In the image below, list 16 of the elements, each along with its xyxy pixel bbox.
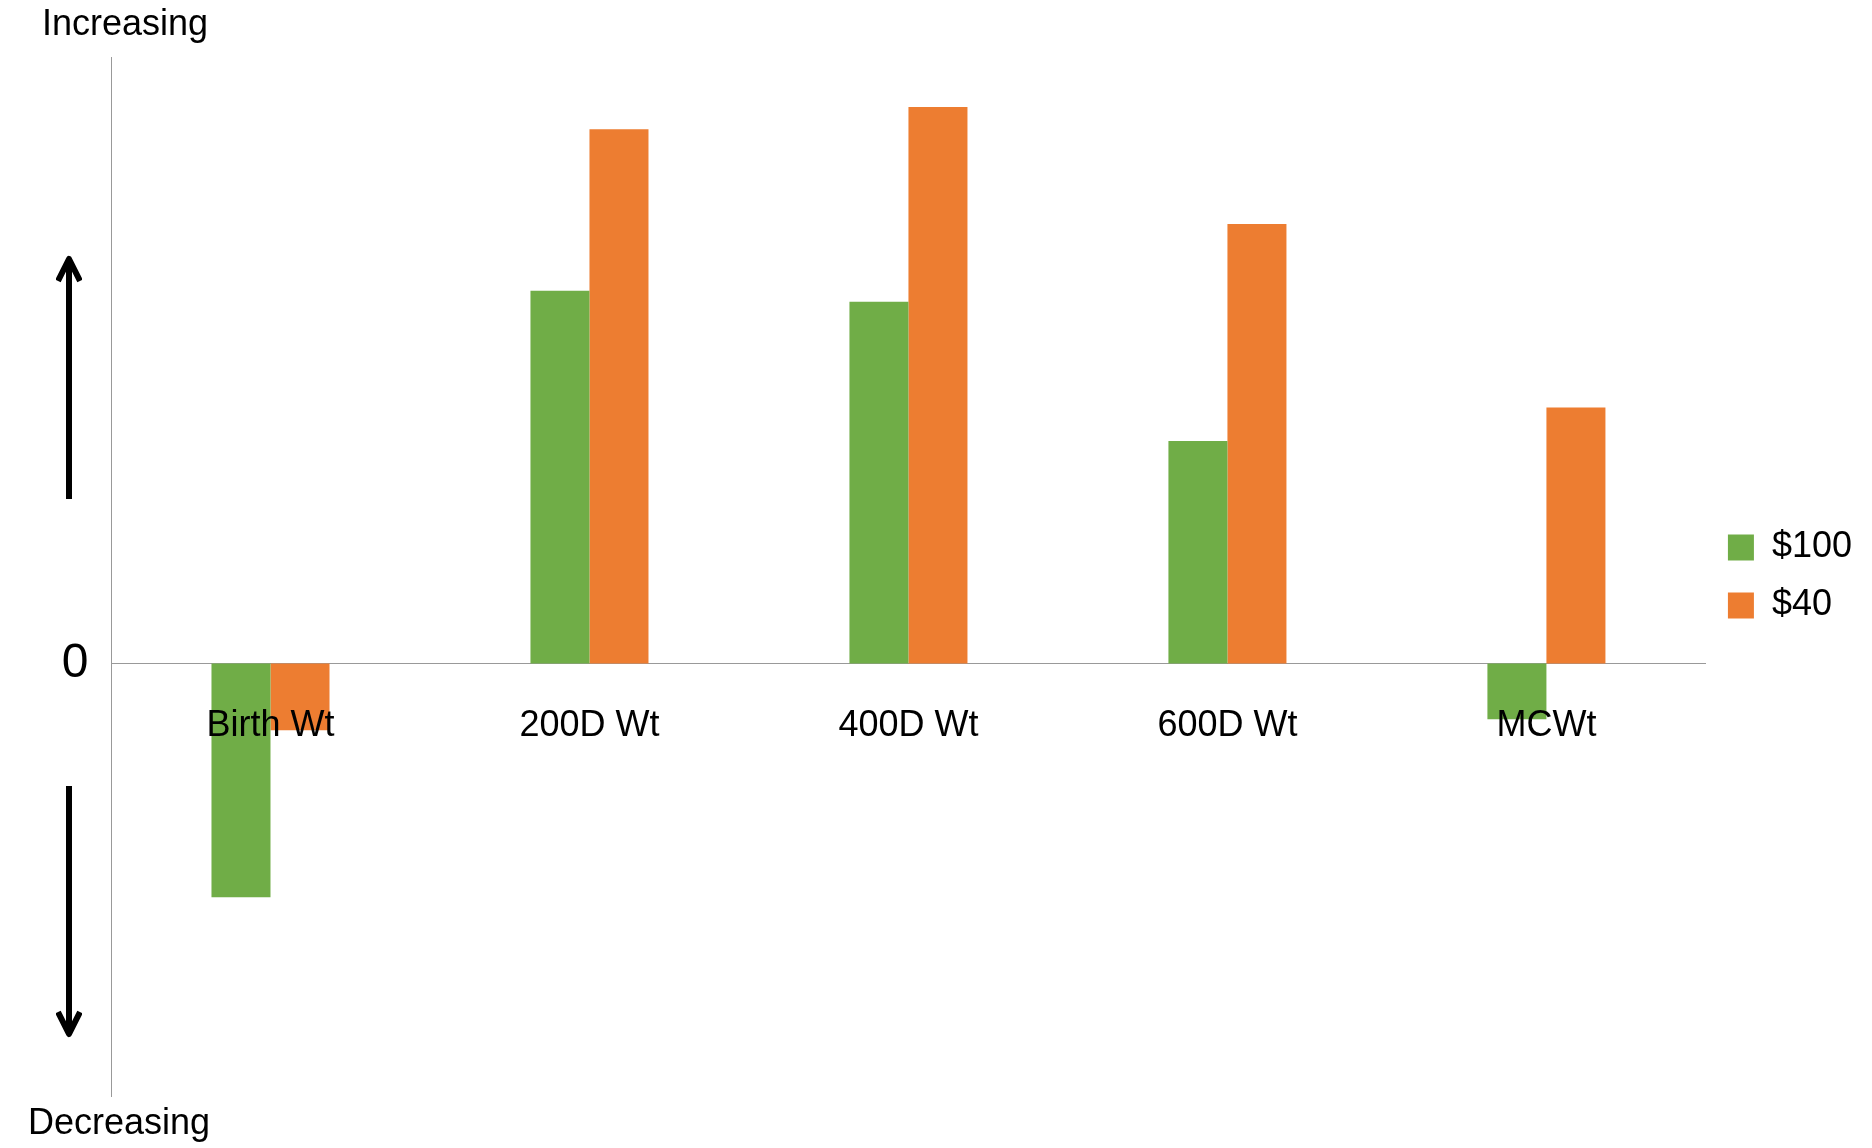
legend-label: $100 [1771,524,1853,566]
bar [849,301,909,664]
text: 0 [61,633,89,687]
text: Increasing [41,1,209,43]
bar [1227,223,1287,664]
x-tick-label: 400D Wt [838,702,979,744]
bar [1168,440,1228,664]
bar [589,129,649,664]
bar [530,290,590,664]
legend-label: $40 [1771,582,1832,624]
bar [1546,407,1606,664]
x-tick-label: MCWt [1496,702,1597,744]
x-tick-label: 200D Wt [519,702,660,744]
x-tick-label: 600D Wt [1157,702,1298,744]
bar [908,107,968,664]
text: Decreasing [27,1100,211,1142]
